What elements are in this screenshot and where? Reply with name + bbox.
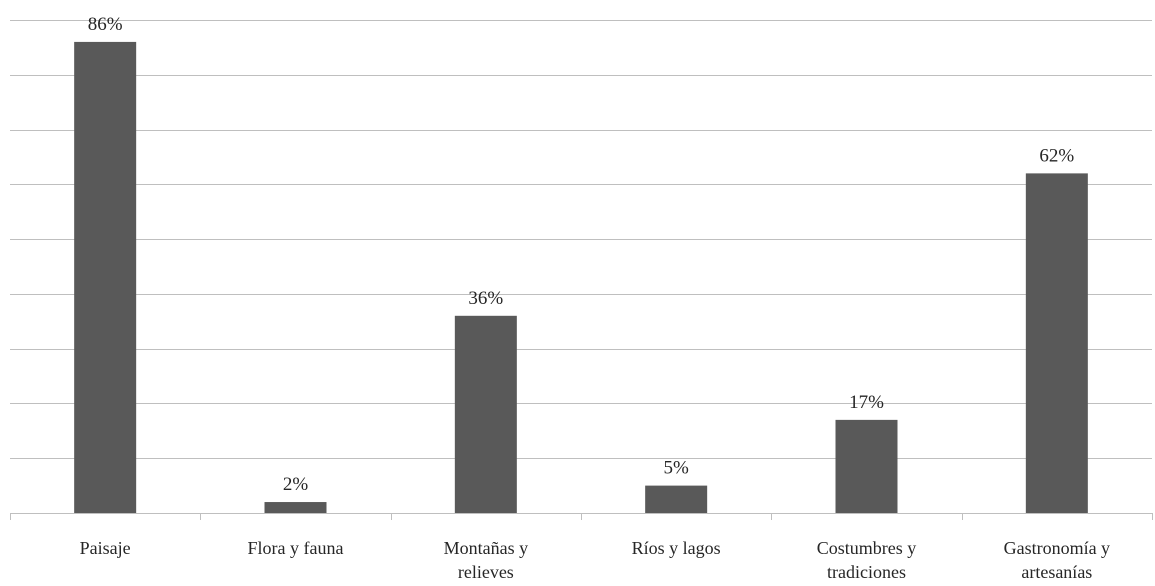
data-label: 2% — [283, 474, 309, 495]
category-label: Montañas y relieves — [444, 538, 529, 582]
bar — [264, 502, 327, 513]
category-label: Flora y fauna — [248, 538, 344, 558]
data-label: 5% — [664, 458, 690, 479]
data-label: 36% — [468, 288, 503, 309]
category-label: Gastronomía y artesanías — [1004, 538, 1110, 582]
bar — [454, 315, 517, 513]
bar — [835, 419, 898, 513]
data-label: 62% — [1039, 145, 1074, 166]
category-labels: Paisaje Flora y fauna Montañas y relieves Rí… — [80, 538, 1110, 582]
x-axis — [10, 513, 1153, 520]
data-label: 17% — [849, 392, 884, 413]
bar — [74, 41, 137, 514]
gridlines — [10, 20, 1152, 459]
data-label: 86% — [88, 14, 123, 35]
category-label: Costumbres y tradiciones — [817, 538, 917, 582]
category-label: Paisaje — [80, 538, 131, 558]
category-label: Ríos y lagos — [632, 538, 721, 558]
bar — [645, 485, 708, 513]
data-labels: 86% 2% 36% 5% 17% 62% — [88, 14, 1075, 495]
bar — [1025, 173, 1088, 513]
bars — [74, 41, 1088, 514]
